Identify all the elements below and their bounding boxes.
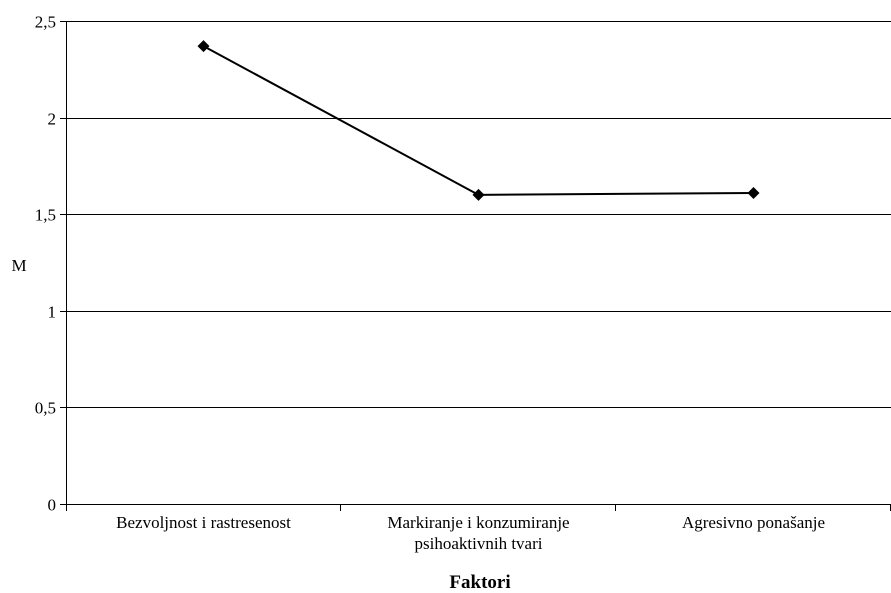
y-tick-label: 2 — [48, 110, 57, 129]
x-tick-label: Markiranje i konzumiranje psihoaktivnih t… — [387, 513, 569, 553]
x-tick-labels: Bezvoljnost i rastresenost Markiranje i k… — [116, 513, 825, 553]
x-tick-label: Bezvoljnost i rastresenost — [116, 513, 291, 532]
series-line — [203, 45, 754, 196]
x-axis-title: Faktori — [449, 572, 510, 593]
data-point-marker — [472, 188, 485, 201]
data-point-marker — [747, 186, 760, 199]
series — [197, 40, 760, 201]
y-axis-title: M — [11, 256, 26, 275]
gridlines — [66, 21, 891, 408]
y-tick-labels: 0 0,5 1 1,5 2 2,5 — [35, 13, 56, 515]
y-tick-label: 0,5 — [35, 399, 56, 418]
data-point-marker — [197, 40, 210, 53]
x-tick-label: Agresivno ponašanje — [682, 513, 825, 532]
axes — [60, 21, 891, 511]
y-tick-label: 1 — [48, 303, 57, 322]
y-tick-label: 2,5 — [35, 13, 56, 32]
y-tick-label: 0 — [48, 496, 57, 515]
y-tick-label: 1,5 — [35, 206, 56, 225]
